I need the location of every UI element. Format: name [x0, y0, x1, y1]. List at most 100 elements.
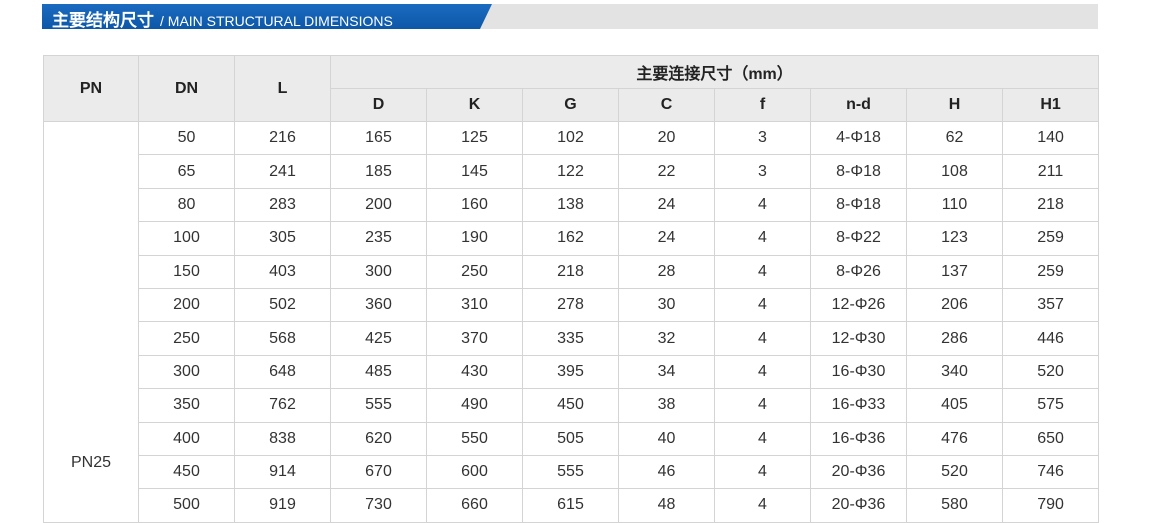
- table-cell: 150: [138, 254, 235, 289]
- table-cell: 490: [426, 388, 523, 423]
- table-cell: 12-Φ30: [810, 321, 907, 356]
- table-cell: 914: [234, 454, 331, 490]
- table-cell: 360: [330, 287, 427, 323]
- title-cn: 主要结构尺寸: [52, 11, 154, 31]
- table-cell: 919: [234, 488, 331, 523]
- table-cell: 24: [618, 221, 715, 256]
- table-cell: 730: [330, 488, 427, 523]
- table-cell: 278: [522, 287, 619, 323]
- header-pn: PN: [43, 55, 139, 122]
- table-row: 65 241 185 145 122 22 3 8-Φ18 108 211: [44, 154, 1100, 189]
- table-cell: 162: [522, 221, 619, 256]
- section-title: 主要结构尺寸 / MAIN STRUCTURAL DIMENSIONS: [52, 6, 393, 31]
- table-cell: 4: [714, 221, 811, 256]
- table-row: 80 283 200 160 138 24 4 8-Φ18 110 218: [44, 187, 1100, 223]
- table-cell: 283: [234, 187, 331, 223]
- table-cell: 259: [1001, 254, 1100, 289]
- table-cell: 200: [138, 287, 235, 323]
- header-k: K: [426, 88, 523, 122]
- table-cell: 3: [714, 154, 811, 189]
- table-cell: 790: [1001, 488, 1100, 523]
- table-cell: 218: [522, 254, 619, 289]
- table-cell: 30: [618, 287, 715, 323]
- table-cell: 520: [1001, 354, 1100, 390]
- table-cell: 286: [906, 321, 1003, 356]
- table-cell: 65: [138, 154, 235, 189]
- table-cell: 138: [522, 187, 619, 223]
- table-cell: 600: [426, 454, 523, 490]
- table-cell: 137: [906, 254, 1003, 289]
- table-cell: 476: [906, 421, 1003, 456]
- table-cell: 450: [138, 454, 235, 490]
- table-cell: 8-Φ18: [810, 154, 907, 189]
- header-dn: DN: [138, 55, 235, 122]
- table-cell: 357: [1001, 287, 1100, 323]
- table-cell: 16-Φ30: [810, 354, 907, 390]
- table-cell: 20-Φ36: [810, 454, 907, 490]
- table-cell: 4: [714, 287, 811, 323]
- table-cell: 550: [426, 421, 523, 456]
- table-cell: 40: [618, 421, 715, 456]
- table-cell: 305: [234, 221, 331, 256]
- table-cell: 425: [330, 321, 427, 356]
- table-cell: 211: [1001, 154, 1100, 189]
- table-cell: 110: [906, 187, 1003, 223]
- table-cell: 568: [234, 321, 331, 356]
- table-cell: 8-Φ26: [810, 254, 907, 289]
- table-cell: 762: [234, 388, 331, 423]
- table-cell: 80: [138, 187, 235, 223]
- table-cell: 335: [522, 321, 619, 356]
- table-cell: 505: [522, 421, 619, 456]
- table-cell: 34: [618, 354, 715, 390]
- table-cell: 216: [234, 120, 331, 156]
- table-cell: 4: [714, 321, 811, 356]
- table-cell: 670: [330, 454, 427, 490]
- table-cell: 100: [138, 221, 235, 256]
- table-row: 200 502 360 310 278 30 4 12-Φ26 206 357: [44, 287, 1100, 323]
- table-cell: 520: [906, 454, 1003, 490]
- table-cell: 218: [1001, 187, 1100, 223]
- table-cell: 123: [906, 221, 1003, 256]
- table-cell: 4-Φ18: [810, 120, 907, 156]
- table-cell: 4: [714, 254, 811, 289]
- table-row: 450 914 670 600 555 46 4 20-Φ36 520 746: [44, 454, 1100, 490]
- table-cell: 12-Φ26: [810, 287, 907, 323]
- header-d: D: [330, 88, 427, 122]
- table-cell: 580: [906, 488, 1003, 523]
- table-cell: 50: [138, 120, 235, 156]
- table-row: 150 403 300 250 218 28 4 8-Φ26 137 259: [44, 254, 1100, 289]
- header-f: f: [714, 88, 811, 122]
- table-cell: 4: [714, 187, 811, 223]
- table-cell: 340: [906, 354, 1003, 390]
- pn-cell: PN25: [43, 121, 139, 523]
- table-cell: 405: [906, 388, 1003, 423]
- table-cell: 241: [234, 154, 331, 189]
- table-cell: 400: [138, 421, 235, 456]
- table-cell: 746: [1001, 454, 1100, 490]
- table-cell: 38: [618, 388, 715, 423]
- table-cell: 650: [1001, 421, 1100, 456]
- table-cell: 575: [1001, 388, 1100, 423]
- table-cell: 310: [426, 287, 523, 323]
- table-cell: 555: [522, 454, 619, 490]
- header-c: C: [618, 88, 715, 122]
- table-cell: 4: [714, 388, 811, 423]
- header-h1: H1: [1001, 88, 1100, 122]
- title-en: / MAIN STRUCTURAL DIMENSIONS: [160, 13, 393, 29]
- table-cell: 615: [522, 488, 619, 523]
- table-cell: 430: [426, 354, 523, 390]
- table-cell: 502: [234, 287, 331, 323]
- table-cell: 62: [906, 120, 1003, 156]
- table-cell: 8-Φ18: [810, 187, 907, 223]
- table-cell: 32: [618, 321, 715, 356]
- table-cell: 4: [714, 454, 811, 490]
- table-cell: 16-Φ36: [810, 421, 907, 456]
- table-row: 500 919 730 660 615 48 4 20-Φ36 580 790: [44, 488, 1100, 523]
- table-cell: 485: [330, 354, 427, 390]
- table-cell: 20-Φ36: [810, 488, 907, 523]
- table-cell: 185: [330, 154, 427, 189]
- table-cell: 22: [618, 154, 715, 189]
- header-group: 主要连接尺寸（mm）: [329, 55, 1100, 89]
- table-cell: 235: [330, 221, 427, 256]
